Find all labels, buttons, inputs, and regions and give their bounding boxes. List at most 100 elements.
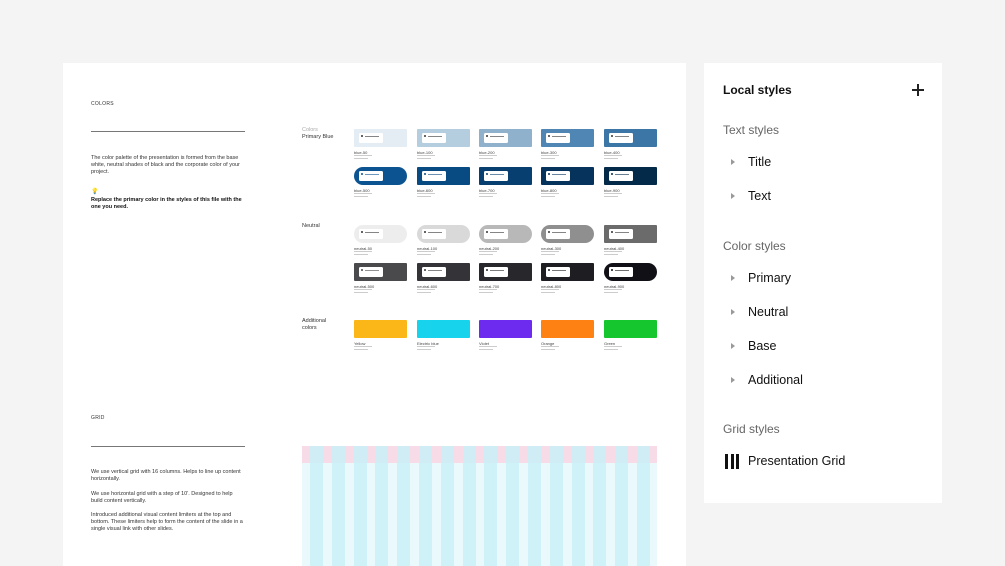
style-item-label: Text [748,189,771,203]
panel-section-heading: Text styles [723,123,780,137]
color-swatch[interactable] [604,167,657,185]
color-swatch[interactable] [417,320,470,338]
color-swatch[interactable] [417,263,470,281]
swatch-meta-line [354,155,372,156]
swatch-name: neutral-100 [417,246,438,251]
color-swatch[interactable] [354,320,407,338]
grid-column [397,446,411,566]
style-item-base[interactable]: Base [723,336,923,358]
color-swatch[interactable] [479,263,532,281]
color-swatch[interactable] [479,320,532,338]
swatch-meta-line [479,158,493,159]
style-item-neutral[interactable]: Neutral [723,302,923,324]
swatch-sample-chip [609,229,633,239]
style-item-presentation-grid[interactable]: Presentation Grid [723,451,923,473]
swatch-meta-line [479,292,493,293]
swatch-meta-line [354,349,368,350]
grid-column [637,446,650,566]
panel-title: Local styles [723,83,792,97]
swatch-meta-line [479,251,497,252]
swatch-name: blue-400 [604,150,620,155]
color-swatch[interactable] [604,320,657,338]
chevron-right-icon[interactable] [731,193,735,199]
grid-column [615,446,629,566]
style-item-title[interactable]: Title [723,152,923,174]
swatch-name: neutral-500 [354,284,375,289]
swatch-sample-chip [484,133,508,143]
grid-top-limiter [302,446,657,463]
chevron-right-icon[interactable] [731,159,735,165]
grid-section-label: GRID [91,415,105,421]
swatch-name: Orange [541,341,555,346]
color-swatch[interactable] [541,320,594,338]
swatch-name: neutral-50 [354,246,373,251]
swatch-meta-line [417,155,435,156]
swatch-meta-line [479,349,493,350]
color-swatch[interactable] [417,129,470,147]
style-guide-page: COLORS The color palette of the presenta… [63,63,686,566]
swatch-meta-line [479,289,497,290]
swatch-name: neutral-400 [604,246,625,251]
swatch-meta-line [417,196,431,197]
color-swatch[interactable] [541,263,594,281]
swatch-meta-line [541,158,555,159]
swatch-sample-chip [546,171,570,181]
chevron-right-icon[interactable] [731,377,735,383]
style-item-label: Neutral [748,305,789,319]
swatch-name: blue-500 [354,188,370,193]
color-group-title: Neutral [302,223,320,229]
color-swatch[interactable] [479,225,532,243]
style-item-text[interactable]: Text [723,186,923,208]
swatch-sample-chip [422,229,446,239]
style-item-label: Primary [748,271,792,285]
color-swatch[interactable] [354,263,407,281]
color-swatch[interactable] [604,225,657,243]
grid-column [310,446,323,566]
color-swatch[interactable] [354,167,407,185]
swatch-meta-line [354,346,372,347]
plus-icon[interactable] [911,83,925,97]
chevron-right-icon[interactable] [731,309,735,315]
color-swatch[interactable] [417,167,470,185]
grid-paragraph-3: Introduced additional visual content lim… [91,512,243,532]
swatch-name: neutral-600 [417,284,438,289]
swatch-meta-line [604,289,622,290]
panel-section-heading: Grid styles [723,422,780,436]
color-swatch[interactable] [541,225,594,243]
color-group-title: Primary Blue [302,133,334,140]
chevron-right-icon[interactable] [731,275,735,281]
swatch-meta-line [417,289,435,290]
swatch-name: blue-900 [604,188,620,193]
color-swatch[interactable] [417,225,470,243]
grid-preview [302,446,657,566]
swatch-name: neutral-300 [541,246,562,251]
grid-column [528,446,541,566]
colors-divider [91,131,245,132]
color-swatch[interactable] [354,129,407,147]
swatch-name: blue-100 [417,150,433,155]
color-swatch[interactable] [479,167,532,185]
swatch-sample-chip [484,171,508,181]
color-swatch[interactable] [541,167,594,185]
grid-column [440,446,454,566]
grid-column [506,446,520,566]
swatch-sample-chip [359,133,383,143]
colors-description: The color palette of the presentation is… [91,155,240,175]
color-swatch[interactable] [604,129,657,147]
grid-column [593,446,607,566]
swatch-name: Violet [479,341,489,346]
swatch-sample-chip [422,267,446,277]
color-swatch[interactable] [354,225,407,243]
style-item-primary[interactable]: Primary [723,268,923,290]
color-swatch[interactable] [541,129,594,147]
swatch-meta-line [604,158,618,159]
color-swatch[interactable] [604,263,657,281]
swatch-name: blue-300 [541,150,557,155]
chevron-right-icon[interactable] [731,343,735,349]
style-item-additional[interactable]: Additional [723,370,923,392]
swatch-meta-line [604,193,622,194]
color-swatch[interactable] [479,129,532,147]
swatch-sample-chip [359,171,383,181]
swatch-meta-line [479,346,497,347]
color-group-label: Neutral [302,223,338,230]
